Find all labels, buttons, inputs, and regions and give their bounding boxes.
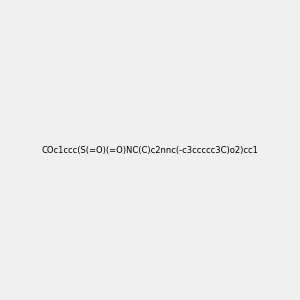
Text: COc1ccc(S(=O)(=O)NC(C)c2nnc(-c3ccccc3C)o2)cc1: COc1ccc(S(=O)(=O)NC(C)c2nnc(-c3ccccc3C)o… bbox=[42, 146, 258, 154]
